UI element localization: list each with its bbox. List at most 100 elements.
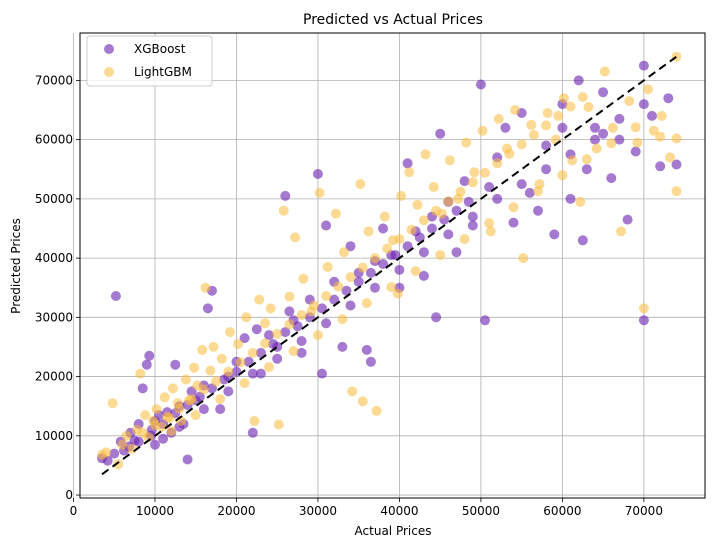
- data-point-xgboost: [577, 235, 588, 246]
- data-point-xgboost: [133, 436, 144, 447]
- data-point-xgboost: [557, 122, 568, 133]
- data-point-lightgbm: [117, 439, 128, 450]
- data-point-lightgbm: [296, 310, 307, 320]
- data-point-xgboost: [508, 217, 519, 228]
- data-point-lightgbm: [671, 186, 682, 197]
- data-point-lightgbm: [386, 282, 397, 293]
- data-point-lightgbm: [480, 167, 490, 178]
- data-point-lightgbm: [396, 190, 407, 201]
- legend-box: [86, 35, 213, 87]
- x-tick-label: 40000: [380, 504, 418, 518]
- data-point-xgboost: [296, 347, 307, 358]
- data-point-xgboost: [264, 330, 274, 341]
- data-point-lightgbm: [616, 226, 627, 237]
- data-point-lightgbm: [577, 92, 588, 102]
- data-point-lightgbm: [113, 459, 124, 470]
- x-tick-label: 70000: [625, 504, 663, 518]
- data-point-xgboost: [198, 404, 209, 415]
- data-point-xgboost: [239, 333, 250, 344]
- data-point-lightgbm: [357, 396, 368, 407]
- data-point-lightgbm: [205, 365, 216, 376]
- y-tick-label: 30000: [35, 310, 73, 324]
- data-point-lightgbm: [208, 341, 219, 352]
- chart-title: Predicted vs Actual Prices: [303, 12, 483, 28]
- data-point-lightgbm: [223, 366, 234, 377]
- data-point-xgboost: [459, 176, 470, 187]
- data-point-xgboost: [255, 368, 266, 379]
- y-tick-label: 60000: [35, 133, 73, 147]
- data-point-xgboost: [150, 439, 160, 450]
- data-point-xgboost: [280, 190, 291, 201]
- data-point-lightgbm: [583, 102, 594, 112]
- data-point-xgboost: [390, 250, 401, 261]
- data-point-lightgbm: [542, 108, 553, 118]
- data-point-lightgbm: [526, 119, 537, 130]
- data-point-xgboost: [663, 93, 674, 104]
- data-point-xgboost: [312, 169, 323, 179]
- data-point-xgboost: [614, 113, 625, 124]
- data-point-lightgbm: [428, 182, 439, 192]
- data-point-lightgbm: [643, 84, 653, 95]
- data-point-xgboost: [378, 259, 389, 269]
- data-point-lightgbm: [469, 167, 480, 178]
- data-point-xgboost: [361, 344, 372, 355]
- data-point-lightgbm: [197, 344, 208, 355]
- data-point-lightgbm: [314, 187, 325, 198]
- data-point-xgboost: [243, 356, 254, 367]
- data-point-lightgbm: [553, 110, 564, 121]
- data-point-lightgbm: [371, 405, 382, 416]
- data-point-xgboost: [427, 223, 437, 234]
- data-point-xgboost: [573, 75, 584, 86]
- data-point-lightgbm: [167, 383, 178, 394]
- data-point-lightgbm: [107, 398, 118, 409]
- data-point-lightgbm: [624, 96, 635, 107]
- x-axis: 0 10000 20000 30000 40000 50000 60000 70000: [70, 498, 663, 518]
- data-point-lightgbm: [550, 134, 561, 145]
- data-point-xgboost: [321, 220, 332, 231]
- data-point-lightgbm: [607, 122, 618, 133]
- data-point-lightgbm: [508, 202, 519, 213]
- x-tick-label: 20000: [217, 504, 255, 518]
- data-point-lightgbm: [671, 133, 682, 144]
- data-point-lightgbm: [394, 234, 405, 245]
- data-point-xgboost: [590, 122, 600, 133]
- legend-label-lightgbm: LightGBM: [134, 65, 192, 79]
- data-point-xgboost: [345, 241, 356, 252]
- data-point-xgboost: [317, 368, 327, 379]
- data-point-lightgbm: [211, 376, 222, 387]
- data-point-xgboost: [296, 336, 307, 346]
- data-point-xgboost: [622, 214, 633, 225]
- data-point-lightgbm: [249, 416, 260, 426]
- data-point-lightgbm: [224, 327, 235, 338]
- data-point-xgboost: [337, 341, 348, 352]
- data-point-xgboost: [435, 128, 446, 139]
- data-point-lightgbm: [533, 186, 543, 197]
- data-point-lightgbm: [284, 291, 295, 302]
- x-tick-label: 30000: [299, 504, 337, 518]
- data-point-lightgbm: [541, 120, 552, 131]
- y-tick-label: 50000: [35, 192, 73, 206]
- data-point-lightgbm: [137, 427, 148, 438]
- data-point-lightgbm: [284, 319, 295, 330]
- data-point-lightgbm: [492, 158, 503, 169]
- data-point-lightgbm: [648, 125, 659, 136]
- y-tick-label: 0: [65, 488, 73, 502]
- data-point-xgboost: [365, 356, 376, 367]
- legend: XGBoost LightGBM: [86, 35, 213, 87]
- data-point-lightgbm: [599, 66, 610, 77]
- data-point-lightgbm: [312, 330, 323, 341]
- data-point-lightgbm: [591, 143, 602, 154]
- data-point-lightgbm: [410, 266, 421, 277]
- y-axis-label: Predicted Prices: [9, 218, 23, 314]
- data-point-lightgbm: [265, 303, 276, 314]
- data-point-lightgbm: [321, 291, 332, 301]
- data-point-xgboost: [598, 87, 609, 98]
- data-point-xgboost: [647, 110, 657, 121]
- data-point-xgboost: [516, 179, 527, 190]
- data-point-xgboost: [268, 339, 279, 349]
- data-point-xgboost: [414, 232, 425, 243]
- data-point-lightgbm: [557, 170, 568, 181]
- data-point-xgboost: [671, 159, 682, 170]
- data-point-lightgbm: [239, 378, 250, 389]
- data-point-xgboost: [630, 146, 641, 157]
